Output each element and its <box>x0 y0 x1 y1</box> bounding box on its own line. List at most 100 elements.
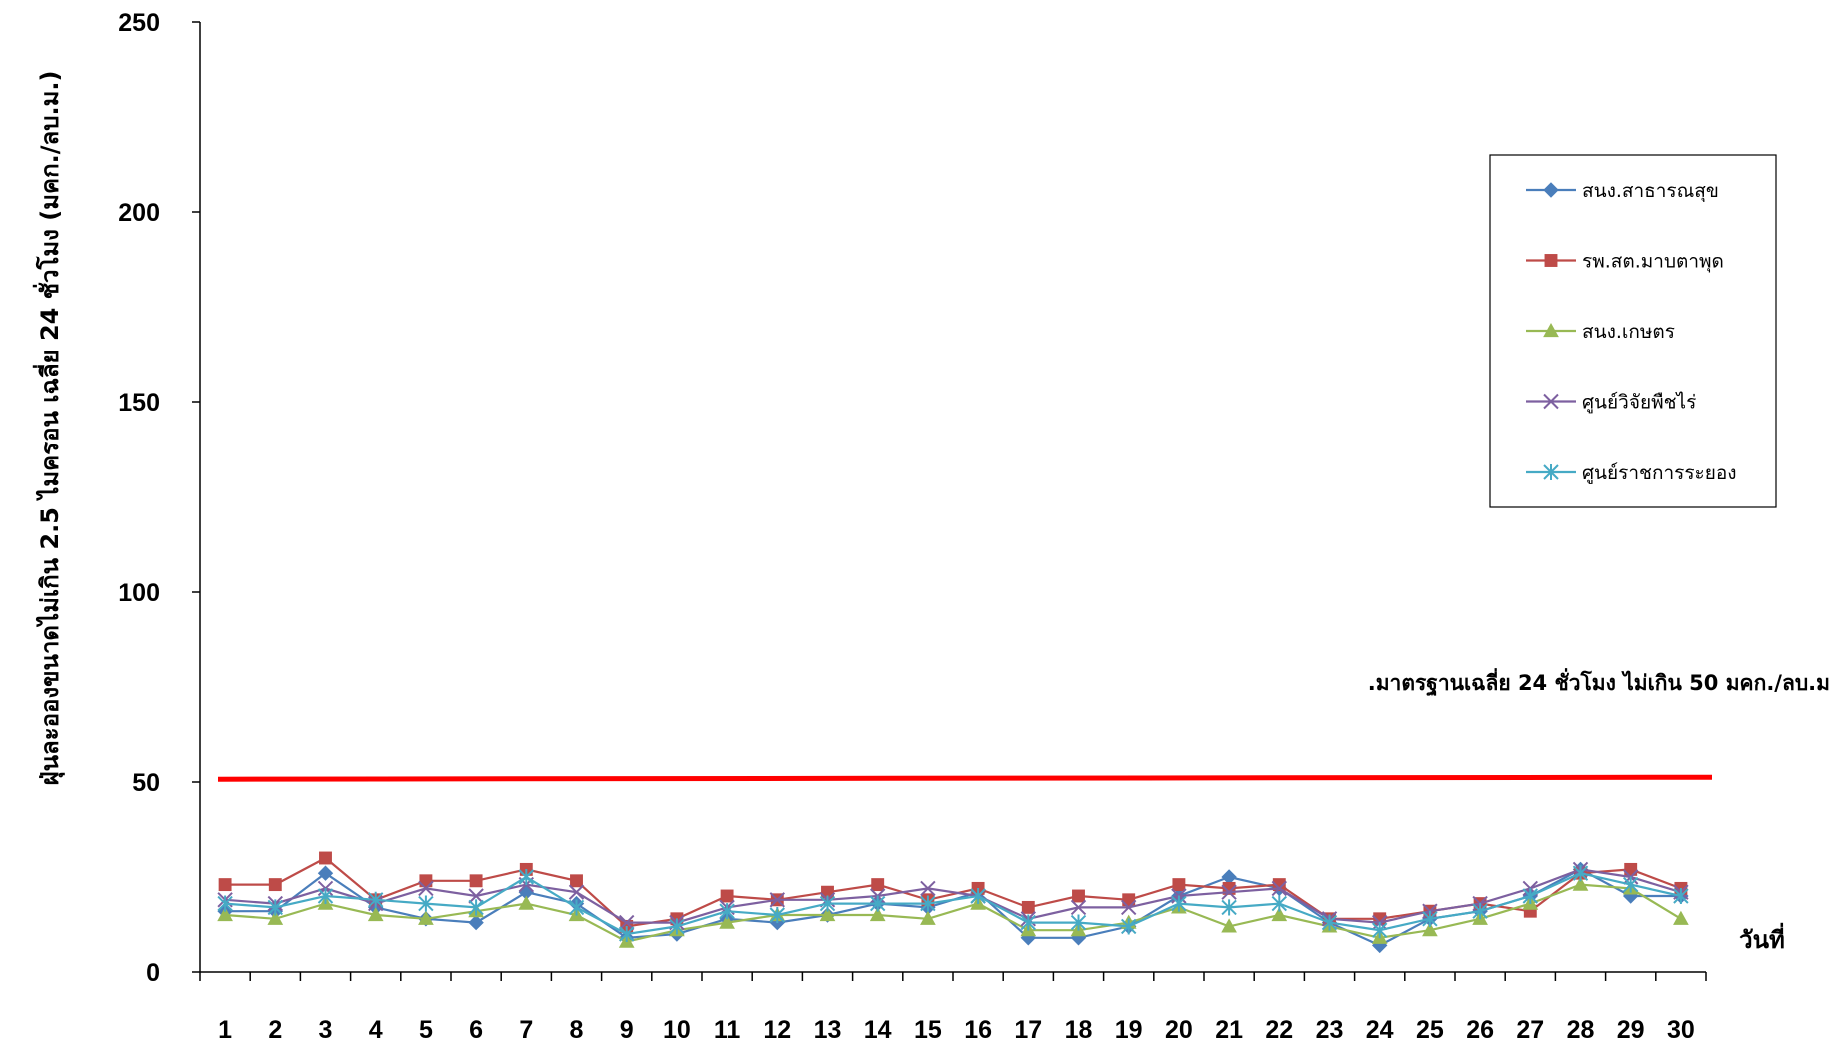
data-point <box>1371 922 1388 939</box>
data-point <box>367 891 384 908</box>
data-point <box>618 914 635 931</box>
series-line <box>225 868 1682 924</box>
legend: สนง.สาธารณสุขรพ.สต.มาบตาพุดสนง.เกษตรศูนย… <box>1489 154 1777 508</box>
y-tick-label: 150 <box>118 389 160 417</box>
standard-label: .มาตรฐานเฉลี่ย 24 ชั่วโมง ไม่เกิน 50 มคก… <box>1368 667 1830 697</box>
x-tick-label: 3 <box>319 1016 333 1042</box>
data-point <box>418 910 434 925</box>
data-point <box>819 895 836 912</box>
y-tick-labels: 0 50 100 150 200 250 <box>118 9 160 987</box>
x-tick-label: 18 <box>1065 1016 1093 1042</box>
data-point <box>720 889 734 903</box>
data-point <box>719 903 735 920</box>
data-point <box>769 906 786 924</box>
data-point <box>267 910 284 925</box>
x-tick-label: 14 <box>864 1016 892 1042</box>
data-point <box>769 892 786 908</box>
series-line <box>225 872 1682 936</box>
data-point <box>1271 895 1288 912</box>
x-tick-label: 12 <box>763 1016 791 1042</box>
x-tick-label: 15 <box>914 1016 942 1042</box>
x-tick-label: 5 <box>419 1016 433 1042</box>
x-tick-label: 24 <box>1366 1016 1394 1042</box>
x-tick-label: 28 <box>1567 1016 1595 1042</box>
data-point <box>468 899 484 916</box>
legend-label: สนง.เกษตร <box>1582 321 1675 343</box>
data-point <box>568 899 585 916</box>
legend-marker <box>1544 254 1558 267</box>
data-point <box>1221 869 1237 885</box>
data-point <box>1072 889 1085 903</box>
x-tick-label: 8 <box>570 1016 584 1042</box>
data-point <box>1673 887 1689 905</box>
data-point <box>218 878 232 892</box>
axes <box>192 21 1707 981</box>
data-point <box>267 899 284 916</box>
x-tick-label: 13 <box>814 1016 842 1042</box>
legend-label: รพ.สต.มาบตาพุด <box>1582 251 1724 274</box>
x-tick-label: 26 <box>1466 1016 1494 1042</box>
series-5 <box>217 865 1689 943</box>
data-point <box>1221 918 1237 933</box>
data-point <box>1221 899 1237 916</box>
data-point <box>1021 900 1035 914</box>
data-point <box>1522 887 1539 905</box>
data-point <box>1122 893 1136 907</box>
data-point <box>1171 895 1187 912</box>
data-point <box>869 906 886 922</box>
x-tick-label: 19 <box>1115 1016 1143 1042</box>
legend-item: รพ.สต.มาบตาพุด <box>1526 251 1724 274</box>
y-tick-label: 50 <box>132 769 160 797</box>
data-point <box>319 851 332 865</box>
legend-marker <box>1543 182 1559 198</box>
data-point <box>1422 922 1438 937</box>
x-tick-label: 2 <box>268 1016 282 1042</box>
data-point <box>317 865 334 881</box>
x-axis-label: วันที่ <box>1739 922 1785 954</box>
x-tick-label: 23 <box>1316 1016 1344 1042</box>
data-point <box>217 906 233 922</box>
data-point <box>468 914 484 931</box>
x-tick-label: 9 <box>620 1016 634 1042</box>
data-point <box>1172 878 1186 892</box>
data-point <box>469 874 483 888</box>
legend-marker <box>1543 322 1559 338</box>
legend-label: ศูนย์ราชการระยอง <box>1582 462 1737 484</box>
data-point <box>719 914 735 929</box>
data-point <box>1070 899 1087 916</box>
legend-item: ศูนย์วิจัยพืชไร่ <box>1526 392 1696 414</box>
data-point <box>1020 914 1037 931</box>
x-tick-label: 22 <box>1265 1016 1293 1042</box>
data-point <box>468 888 484 904</box>
y-axis-label: ฝุ่นละอองขนาดไม่เกิน 2.5 ไมครอน เฉลี่ย 2… <box>32 71 66 786</box>
x-tick-label: 4 <box>369 1016 383 1042</box>
data-point <box>1272 878 1286 892</box>
data-point <box>871 878 885 892</box>
data-point <box>1321 914 1338 931</box>
data-point <box>217 895 233 912</box>
x-tick-label: 11 <box>714 1016 741 1042</box>
legend-item: สนง.เกษตร <box>1526 321 1675 343</box>
legend-item: ศูนย์ราชการระยอง <box>1526 462 1737 484</box>
x-tick-label: 27 <box>1516 1016 1544 1042</box>
data-point <box>1472 903 1488 920</box>
data-point <box>418 880 434 897</box>
y-tick-label: 200 <box>118 199 160 227</box>
data-point <box>570 874 583 888</box>
legend-label: ศูนย์วิจัยพืชไร่ <box>1582 392 1696 414</box>
legend-label: สนง.สาธารณสุข <box>1582 180 1719 203</box>
data-point <box>1624 862 1638 876</box>
legend-item: สนง.สาธารณสุข <box>1526 180 1719 203</box>
data-point <box>920 880 936 897</box>
x-tick-label: 29 <box>1617 1016 1645 1042</box>
data-point <box>418 895 434 912</box>
x-tick-label: 7 <box>519 1016 533 1042</box>
x-tick-label: 17 <box>1014 1016 1042 1042</box>
x-tick-label: 1 <box>218 1016 232 1042</box>
data-point <box>669 918 685 935</box>
data-point <box>1222 881 1236 895</box>
x-tick-label: 30 <box>1667 1016 1695 1042</box>
data-point <box>618 925 635 943</box>
series-group <box>217 851 1689 954</box>
series-line <box>225 883 1682 943</box>
